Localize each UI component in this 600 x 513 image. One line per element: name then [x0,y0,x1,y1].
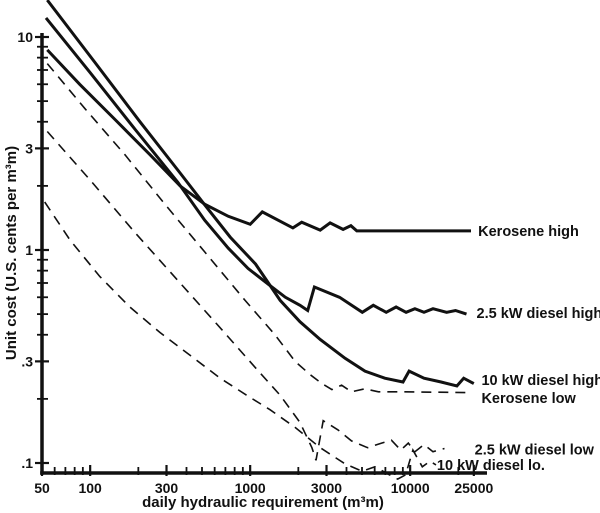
x-tick-label: 50 [34,480,50,496]
x-tick-label: 10000 [391,480,430,496]
label-kerosene-low: Kerosene low [481,391,576,407]
y-axis-title: Unit cost (U.S. cents per m³m) [3,146,20,360]
series-diesel-10kw-low [44,201,437,481]
x-tick-label: 25000 [454,480,493,496]
x-axis-title: daily hydraulic requirement (m³m) [142,494,384,511]
series-diesel-2-5kw-high [44,16,467,316]
x-tick-label: 300 [155,480,179,496]
series-diesel-10kw-high [46,0,475,388]
x-tick-label: 100 [78,480,102,496]
series-kerosene-low [46,63,472,394]
y-axis-ticks: 10 3 1 .3 .1 [17,29,49,471]
y-tick-label: 10 [17,29,33,45]
x-axis-ticks: 50 100 300 1000 3000 10000 25000 [34,465,494,496]
series-kerosene-high [46,48,471,233]
y-tick-label: 1 [25,242,33,258]
y-tick-label: .1 [21,455,33,471]
label-diesel-10kw-low: 10 kW diesel lo. [437,458,545,474]
label-kerosene-high: Kerosene high [478,224,579,240]
x-tick-label: 3000 [311,480,342,496]
x-tick-label: 1000 [235,480,266,496]
label-diesel-10kw-high: 10 kW diesel high [481,373,600,389]
y-tick-label: .3 [21,353,33,369]
series-diesel-2-5kw-low [46,130,445,461]
label-diesel-2-5kw-low: 2.5 kW diesel low [475,442,595,458]
label-diesel-2-5kw-high: 2.5 kW diesel high [477,306,600,322]
y-tick-label: 3 [25,140,33,156]
